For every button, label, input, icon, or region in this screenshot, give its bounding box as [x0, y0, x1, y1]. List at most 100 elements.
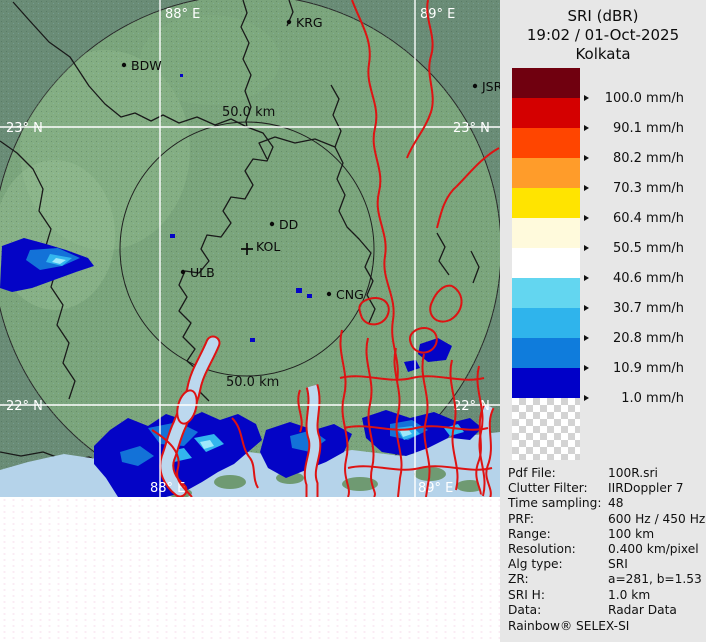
- lon-label-89e-bottom: 89° E: [418, 481, 453, 496]
- legend-entry: 10.9 mm/h: [584, 358, 684, 378]
- info-value: 100 km: [608, 526, 655, 541]
- svg-text:CNG: CNG: [336, 287, 364, 302]
- svg-text:KRG: KRG: [296, 15, 323, 30]
- info-value: 1.0 km: [608, 587, 651, 602]
- info-label: Range:: [508, 526, 551, 541]
- legend-entry: 80.2 mm/h: [584, 148, 684, 168]
- bottom-blank-strip: [0, 497, 500, 642]
- legend-entry: 20.8 mm/h: [584, 328, 684, 348]
- info-label: Time sampling:: [508, 496, 602, 511]
- legend-swatch: [512, 308, 580, 338]
- lat-label-22n-left: 22° N: [6, 399, 43, 414]
- legend-swatch-nodata: [512, 398, 580, 460]
- legend-swatch: [512, 188, 580, 218]
- legend-label: 60.4 mm/h: [612, 210, 684, 226]
- svg-text:KOL: KOL: [256, 239, 280, 254]
- legend-arrow-icon: [584, 275, 589, 281]
- legend-swatch: [512, 368, 580, 398]
- svg-text:BDW: BDW: [131, 58, 162, 73]
- legend-arrow-icon: [584, 125, 589, 131]
- info-row: Clutter Filter: IIRDoppler 7: [508, 481, 704, 496]
- city-marker-krg: KRG: [286, 15, 323, 30]
- info-value: Radar Data: [608, 602, 677, 617]
- city-marker-jsr: JSR: [472, 79, 500, 94]
- legend-arrow-icon: [584, 365, 589, 371]
- svg-text:DD: DD: [279, 217, 298, 232]
- precip-echo-core: [52, 258, 412, 449]
- info-row: Resolution: 0.400 km/pixel: [508, 542, 704, 557]
- legend-arrow-icon: [584, 155, 589, 161]
- range-label-bottom: 50.0 km: [226, 375, 279, 390]
- info-value: 0.400 km/pixel: [608, 542, 699, 557]
- legend-label: 100.0 mm/h: [604, 90, 684, 106]
- legend-arrow-icon: [584, 245, 589, 251]
- color-scale: [512, 68, 580, 460]
- info-label: Data:: [508, 602, 542, 617]
- lat-label-22n-right: 22° N: [453, 399, 490, 414]
- radar-site-marker-kol: KOL: [241, 239, 280, 255]
- lon-label-89e-top: 89° E: [420, 7, 455, 22]
- info-value: a=281, b=1.53: [608, 572, 702, 587]
- city-marker-bdw: BDW: [121, 58, 162, 73]
- brand-line: Rainbow® SELEX-SI: [508, 618, 630, 633]
- legend-label: 40.6 mm/h: [612, 270, 684, 286]
- legend-swatch: [512, 248, 580, 278]
- info-row: Pdf File: 100R.sri: [508, 466, 704, 481]
- legend-swatch: [512, 158, 580, 188]
- product-header: SRI (dBR) 19:02 / 01-Oct-2025 Kolkata: [500, 7, 706, 64]
- info-label: Pdf File:: [508, 466, 556, 480]
- info-row: ZR: a=281, b=1.53: [508, 572, 704, 587]
- legend-arrow-icon: [584, 185, 589, 191]
- legend-label: 30.7 mm/h: [612, 300, 684, 316]
- legend-arrow-icon: [584, 335, 589, 341]
- legend-entry: 1.0 mm/h: [584, 388, 684, 408]
- product-datetime: 19:02 / 01-Oct-2025: [526, 26, 680, 44]
- graticule-labels: 88° E 89° E 23° N 23° N 22° N 22° N 88° …: [6, 7, 490, 496]
- legend-label: 90.1 mm/h: [612, 120, 684, 136]
- info-value: IIRDoppler 7: [608, 481, 684, 496]
- city-marker-cng: CNG: [326, 287, 364, 302]
- city-marker-ulb: ULB: [180, 265, 215, 280]
- legend-label: 1.0 mm/h: [621, 390, 684, 406]
- legend-entry: 100.0 mm/h: [584, 88, 684, 108]
- info-label: PRF:: [508, 511, 534, 526]
- info-label: Alg type:: [508, 557, 563, 572]
- legend-arrow-icon: [584, 305, 589, 311]
- info-label: Clutter Filter:: [508, 481, 588, 496]
- info-label: ZR:: [508, 572, 529, 587]
- lon-label-88e-bottom: 88° E: [150, 481, 185, 496]
- info-value: 48: [608, 496, 624, 511]
- legend-label: 50.5 mm/h: [612, 240, 684, 256]
- radar-map-svg: 88° E 89° E 23° N 23° N 22° N 22° N 88° …: [0, 0, 500, 497]
- legend-label: 80.2 mm/h: [612, 150, 684, 166]
- legend-entry: 90.1 mm/h: [584, 118, 684, 138]
- legend-swatch: [512, 218, 580, 248]
- info-row: SRI H: 1.0 km: [508, 588, 704, 603]
- range-label-top: 50.0 km: [222, 105, 275, 120]
- svg-text:ULB: ULB: [190, 265, 215, 280]
- legend-swatch: [512, 278, 580, 308]
- info-label: SRI H:: [508, 587, 545, 602]
- range-ring-50km: [119, 121, 375, 377]
- legend-swatch: [512, 338, 580, 368]
- info-value: SRI: [608, 557, 628, 572]
- info-row: PRF: 600 Hz / 450 Hz: [508, 511, 706, 527]
- river-network: [151, 0, 500, 497]
- radar-map-view: 88° E 89° E 23° N 23° N 22° N 22° N 88° …: [0, 0, 500, 497]
- svg-text:JSR: JSR: [481, 79, 500, 94]
- legend-label: 10.9 mm/h: [612, 360, 684, 376]
- station-name: Kolkata: [575, 45, 631, 63]
- info-value: 600 Hz / 450 Hz: [608, 511, 706, 526]
- info-row: Time sampling: 48: [508, 496, 704, 511]
- scan-info-block: Pdf File: 100R.sri Clutter Filter: IIRDopp…: [508, 466, 706, 634]
- graticule: [0, 0, 500, 497]
- legend-swatch: [512, 98, 580, 128]
- info-row: Data: Radar Data: [508, 603, 704, 618]
- city-marker-dd: DD: [269, 217, 298, 232]
- legend-swatch: [512, 68, 580, 98]
- legend-entry: 30.7 mm/h: [584, 298, 684, 318]
- product-name: SRI (dBR): [567, 7, 639, 25]
- legend-swatch: [512, 128, 580, 158]
- lon-label-88e-top: 88° E: [165, 7, 200, 22]
- lat-label-23n-left: 23° N: [6, 121, 43, 136]
